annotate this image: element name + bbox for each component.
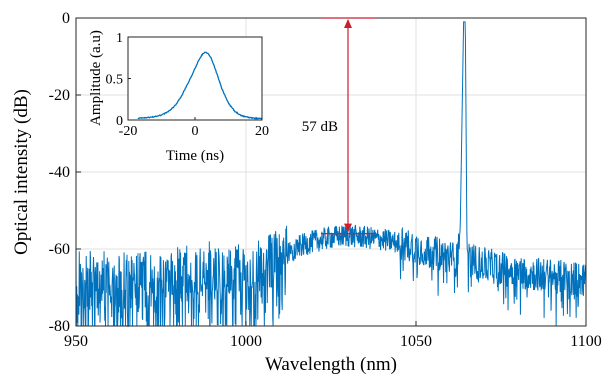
inset-x-tick-label: -20	[119, 124, 138, 139]
dynamic-range-annotation: 57 dB	[302, 17, 375, 235]
inset-y-tick-label: 1	[116, 31, 123, 46]
inset-plot-area	[128, 37, 262, 120]
main-y-tick-label: -80	[49, 318, 70, 335]
inset-x-tick-label: 20	[255, 124, 269, 139]
inset-y-tick-label: 0	[116, 114, 123, 129]
annotation-arrowhead-down	[344, 223, 352, 233]
annotation-arrowhead-up	[344, 19, 352, 28]
main-x-tick-label: 1000	[230, 333, 262, 350]
main-x-tick-label: 1100	[570, 333, 601, 350]
main-spectrum-line	[75, 21, 587, 328]
inset-x-tick-label: 0	[192, 124, 199, 139]
inset-y-axis-label: Amplitude (a.u)	[88, 30, 104, 126]
main-y-axis-label: Optical intensity (dB)	[11, 89, 32, 255]
main-y-tick-label: -40	[49, 164, 70, 181]
main-x-tick-label: 950	[64, 333, 88, 350]
annotation-label: 57 dB	[302, 119, 338, 135]
main-spectrum	[75, 21, 587, 328]
main-y-tick-label: 0	[62, 10, 70, 27]
main-x-tick-label: 1050	[400, 333, 432, 350]
inset-pulse-line	[137, 51, 263, 120]
inset-x-axis-label: Time (ns)	[166, 148, 224, 164]
inset-pulse	[137, 51, 263, 120]
main-y-tick-label: -60	[49, 241, 70, 258]
inset-y-tick-label: 0.5	[106, 73, 124, 88]
main-y-tick-label: -20	[49, 87, 70, 104]
main-x-axis-label: Wavelength (nm)	[265, 354, 397, 375]
